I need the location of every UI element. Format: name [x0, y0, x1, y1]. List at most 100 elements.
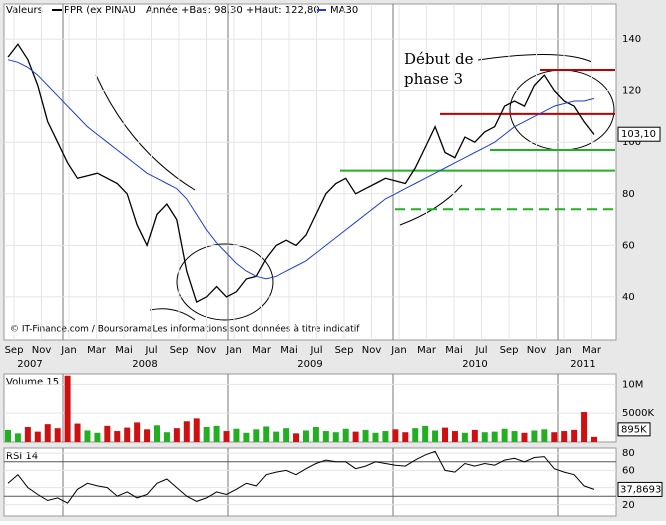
volume-bar	[481, 432, 488, 442]
volume-bar	[203, 427, 210, 442]
annotation: Début de phase 3	[404, 50, 474, 88]
x-tick-label: Sep	[170, 345, 189, 356]
volume-bar	[571, 429, 578, 442]
volume-bar	[412, 428, 419, 442]
volume-bar	[471, 429, 478, 442]
volume-bar	[312, 427, 319, 442]
volume-bar	[74, 423, 81, 442]
volume-bar	[332, 432, 339, 442]
y-tick-label: 20	[622, 500, 635, 511]
volume-bar	[144, 429, 151, 442]
volume-bar	[263, 426, 270, 442]
year-label: 2008	[132, 359, 157, 370]
volume-bar	[302, 430, 309, 442]
rsi-line	[7, 450, 595, 504]
last-value: 895K	[621, 424, 647, 435]
y-tick-label: 40	[622, 292, 635, 303]
y-tick-label: 100	[622, 137, 641, 148]
volume-bar	[392, 429, 399, 442]
credit: © IT-Finance.com / BoursoramaLes informa…	[10, 324, 360, 335]
annotation-line: phase 3	[404, 70, 463, 88]
last-value-box	[617, 422, 651, 437]
last-value: 103,10	[621, 129, 656, 140]
y-tick-label: 80	[622, 448, 635, 459]
volume-bar	[273, 431, 280, 442]
x-tick-label: Sep	[335, 345, 354, 356]
annotation-line: Début de	[404, 50, 474, 68]
x-tick-label: Mai	[445, 345, 463, 356]
x-tick-label: Mar	[417, 345, 437, 356]
volume-bar	[461, 432, 468, 442]
volume-bar	[64, 375, 71, 442]
x-tick-label: Nov	[527, 345, 547, 356]
price-line	[7, 59, 595, 280]
x-tick-label: Mai	[280, 345, 298, 356]
volume-bar	[352, 431, 359, 442]
x-tick-label: Mar	[582, 345, 602, 356]
y-tick-label: 10M	[622, 379, 643, 390]
volume-bar	[114, 431, 121, 442]
price-panel	[3, 3, 617, 341]
volume-title: Volume 15	[6, 377, 59, 388]
x-tick-label: Nov	[362, 345, 382, 356]
volume-bar	[422, 425, 429, 442]
volume-bar	[541, 429, 548, 442]
volume-bar	[402, 432, 409, 442]
volume-bar	[442, 427, 449, 442]
x-tick-label: Jan	[390, 345, 406, 356]
volume-bar	[283, 428, 290, 442]
volume-bar	[253, 429, 260, 442]
volume-bar	[561, 431, 568, 442]
volume-bar	[432, 430, 439, 442]
volume-bar	[104, 425, 111, 442]
volume-bar	[213, 425, 220, 442]
volume-bar	[362, 429, 369, 442]
volume-bar	[382, 431, 389, 442]
volume-bar	[581, 412, 588, 442]
x-tick-label: Jan	[60, 345, 76, 356]
x-tick-label: Jan	[225, 345, 241, 356]
volume-bar	[591, 436, 597, 442]
x-tick-label: Jan	[555, 345, 571, 356]
volume-bar	[54, 428, 61, 442]
volume-bar	[14, 433, 21, 442]
y-tick-label: 5000K	[622, 408, 654, 419]
x-tick-label: Jul	[474, 345, 487, 356]
year-label: 2010	[462, 359, 487, 370]
y-tick-label: 120	[622, 86, 641, 97]
last-value: 37,8693	[620, 484, 661, 495]
year-label: 2011	[570, 359, 595, 370]
x-tick-label: Sep	[5, 345, 24, 356]
x-tick-label: Nov	[32, 345, 52, 356]
volume-bar	[134, 422, 141, 442]
volume-bar	[163, 432, 170, 442]
y-tick-label: 60	[622, 465, 635, 476]
y-tick-label: 80	[622, 189, 635, 200]
volume-bar	[34, 431, 41, 442]
volume-bar	[501, 428, 508, 442]
volume-bar	[173, 428, 180, 442]
volume-bar	[24, 427, 31, 442]
y-tick-label: 140	[622, 34, 641, 45]
volume-bar	[153, 425, 160, 442]
x-tick-label: Mar	[252, 345, 272, 356]
volume-bar	[322, 431, 329, 442]
volume-bar	[193, 418, 200, 442]
volume-bar	[5, 429, 11, 442]
year-label: 2007	[17, 359, 42, 370]
last-value-box	[617, 126, 661, 142]
x-tick-label: Jul	[309, 345, 322, 356]
volume-bar	[372, 432, 379, 442]
x-tick-label: Mar	[87, 345, 107, 356]
y-tick-label: 60	[622, 240, 635, 251]
price-line	[7, 43, 595, 304]
volume-bar	[233, 428, 240, 442]
rsi-title: RSI 14	[6, 451, 38, 462]
volume-bar	[551, 432, 558, 442]
x-tick-label: Jul	[144, 345, 157, 356]
volume-bar	[44, 424, 51, 442]
volume-bar	[342, 428, 349, 442]
volume-bar	[94, 432, 101, 442]
x-tick-label: Nov	[197, 345, 217, 356]
x-tick-label: Sep	[500, 345, 519, 356]
